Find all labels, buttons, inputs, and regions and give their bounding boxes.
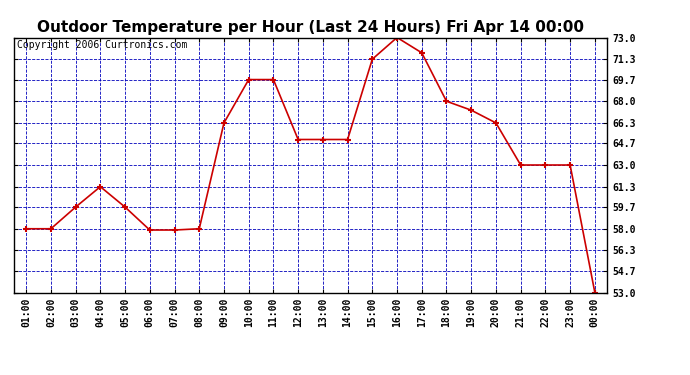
Title: Outdoor Temperature per Hour (Last 24 Hours) Fri Apr 14 00:00: Outdoor Temperature per Hour (Last 24 Ho… — [37, 20, 584, 35]
Text: Copyright 2006 Curtronics.com: Copyright 2006 Curtronics.com — [17, 40, 187, 50]
